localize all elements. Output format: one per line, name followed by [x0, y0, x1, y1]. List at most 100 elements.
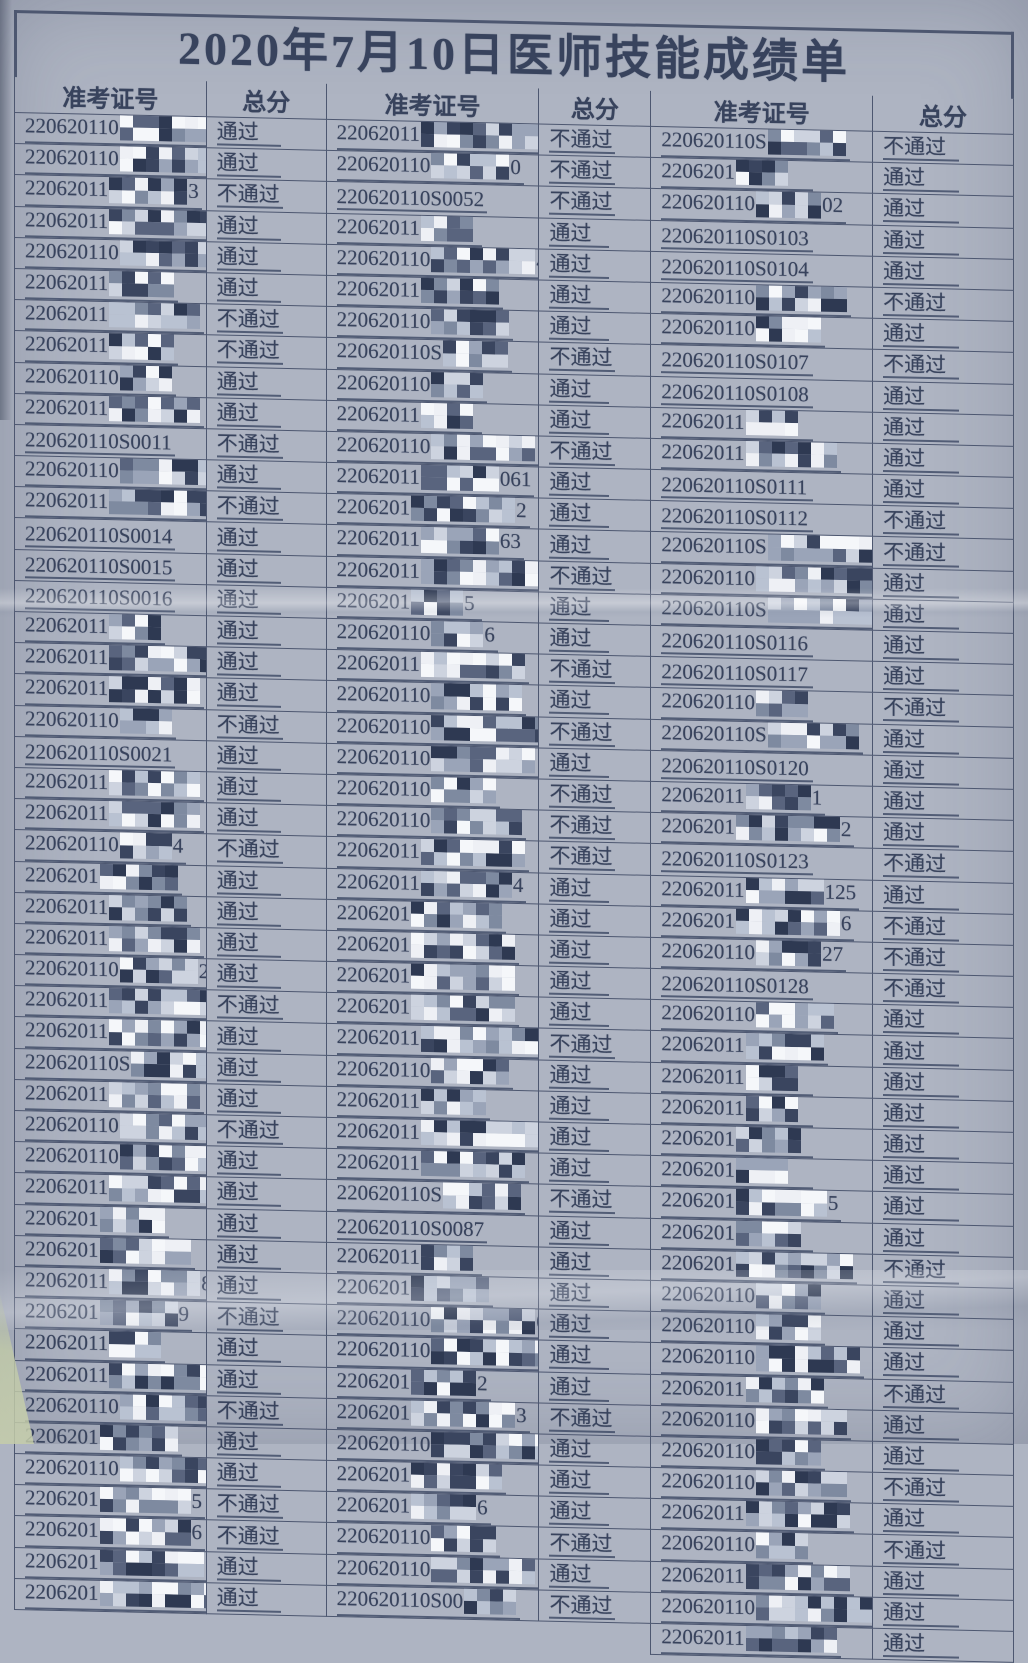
score-cell: 通过 [206, 241, 327, 276]
candidate-id-cell: 22062011 63 [326, 524, 539, 561]
candidate-id-cell: 220620110 [326, 368, 539, 405]
candidate-id-text: 22062011 3 [25, 176, 202, 210]
score-cell: 不通过 [206, 1488, 327, 1523]
candidate-id-text: 220620110S3 [661, 533, 873, 568]
candidate-id-cell: 22062011 [650, 438, 873, 475]
candidate-id-cell: 220620110 [326, 743, 539, 779]
candidate-id-cell: 220620110 02 [650, 188, 873, 225]
candidate-id-text: 220620110 0 [336, 151, 524, 186]
candidate-id-text: 2206201 [661, 1250, 857, 1285]
score-result-text: 通过 [549, 906, 609, 934]
candidate-id-text: 2206201 9 [25, 1298, 192, 1333]
score-result-text: 不通过 [883, 539, 960, 568]
candidate-id-cell: 2206201 [326, 961, 539, 998]
candidate-id-text: 22062011 [336, 1149, 529, 1184]
candidate-id-cell: 220620110 [650, 687, 873, 724]
candidate-id-cell: 220620110 [326, 1054, 539, 1091]
score-cell: 通过 [872, 1441, 1014, 1476]
privacy-mask [411, 1493, 477, 1521]
score-result-text: 通过 [549, 470, 609, 498]
privacy-mask [756, 1594, 873, 1623]
candidate-id-text: 22062011 [336, 1243, 483, 1277]
score-cell: 通过 [538, 1277, 651, 1312]
candidate-id-text: 220620110 [661, 1281, 826, 1315]
score-result-text: 通过 [549, 283, 609, 311]
privacy-mask [109, 176, 188, 205]
candidate-id-cell: 220620110 [650, 313, 873, 350]
privacy-mask [735, 159, 788, 187]
score-cell: 通过 [872, 1565, 1014, 1601]
score-cell: 不通过 [206, 1301, 327, 1336]
header-total-score-3: 总分 [872, 95, 1014, 135]
score-result-text: 不通过 [549, 563, 616, 591]
candidate-id-text: 220620110S0016 [25, 583, 176, 613]
privacy-mask [431, 1337, 539, 1367]
candidate-id-text: 220620110 [661, 1437, 826, 1471]
candidate-id-cell: 220620119 [326, 119, 539, 156]
candidate-id-text: 22062011 8 [25, 1267, 207, 1302]
score-result-text: 通过 [883, 165, 960, 193]
candidate-id-cell: 2206201 [326, 992, 539, 1029]
score-cell: 通过 [538, 1309, 651, 1343]
candidate-id-cell: 2206201 [650, 1249, 873, 1286]
candidate-id-cell: 220620110 [14, 1016, 207, 1053]
candidate-id-text: 22062011 [336, 276, 503, 310]
score-result-text: 通过 [549, 1437, 609, 1464]
score-result-text: 通过 [216, 587, 281, 615]
score-cell: 不通过 [206, 989, 327, 1024]
score-cell: 不通过 [538, 186, 651, 220]
score-result-text: 通过 [883, 1226, 960, 1254]
score-cell: 不通过 [538, 1184, 651, 1218]
score-result-text: 通过 [216, 962, 281, 989]
privacy-mask [99, 1299, 178, 1327]
candidate-id-text: 2206201 5 [661, 1187, 842, 1222]
candidate-id-cell: 220620110 [326, 431, 539, 468]
candidate-id-cell: 220620110 6 [326, 618, 539, 655]
privacy-mask [119, 457, 207, 486]
candidate-id-text: 220620110S0021 [25, 739, 176, 769]
privacy-mask [119, 1393, 207, 1422]
score-result-text: 通过 [549, 1250, 609, 1277]
score-result-text: 通过 [216, 806, 281, 834]
candidate-id-cell: 2206201 2 [650, 812, 873, 849]
candidate-id-text: 22062011 [25, 1330, 166, 1363]
score-cell: 通过 [872, 1004, 1014, 1039]
candidate-id-text: 22062011 [25, 1361, 207, 1396]
candidate-id-text: 2206201 [661, 1156, 814, 1190]
score-result-text: 通过 [883, 1101, 960, 1129]
candidate-id-text: 220620110 6 [336, 619, 498, 653]
candidate-id-text: 2206201 [336, 1274, 494, 1308]
privacy-mask [756, 284, 848, 313]
privacy-mask [745, 408, 798, 436]
score-result-text: 通过 [883, 1600, 960, 1628]
score-cell: 通过 [538, 1558, 651, 1593]
candidate-id-cell: 22062011 [326, 275, 539, 312]
score-result-text: 不通过 [549, 127, 616, 155]
candidate-id-cell: 220620110S0116 [650, 625, 873, 662]
score-result-text: 不通过 [549, 1593, 616, 1621]
candidate-id-text: 22062011 [661, 408, 814, 442]
score-result-text: 通过 [883, 1631, 960, 1659]
score-result-text: 通过 [216, 369, 281, 397]
candidate-id-cell: 22062011 [14, 1079, 207, 1115]
candidate-id-text: 2206201 [25, 1548, 207, 1583]
score-result-text: 通过 [883, 1288, 960, 1316]
score-cell: 通过 [206, 459, 327, 494]
candidate-id-text: 220620110091 [336, 1336, 539, 1372]
privacy-mask [109, 1330, 162, 1358]
privacy-mask [109, 332, 175, 360]
candidate-id-cell: 220620110S [650, 718, 873, 755]
candidate-id-cell: 220620110 [326, 306, 539, 343]
score-cell: 通过 [206, 1052, 327, 1087]
candidate-id-cell: 22062011 [326, 212, 539, 249]
candidate-id-cell: 220620110 [650, 1280, 873, 1317]
score-cell: 通过 [538, 747, 651, 782]
privacy-mask [745, 1032, 824, 1061]
candidate-id-cell: 2206201 [14, 1204, 207, 1240]
candidate-id-text: 2206201 [336, 993, 520, 1028]
candidate-id-text: 220620110 0 [336, 1305, 539, 1341]
candidate-id-text: 220620110S0104 [661, 254, 814, 284]
